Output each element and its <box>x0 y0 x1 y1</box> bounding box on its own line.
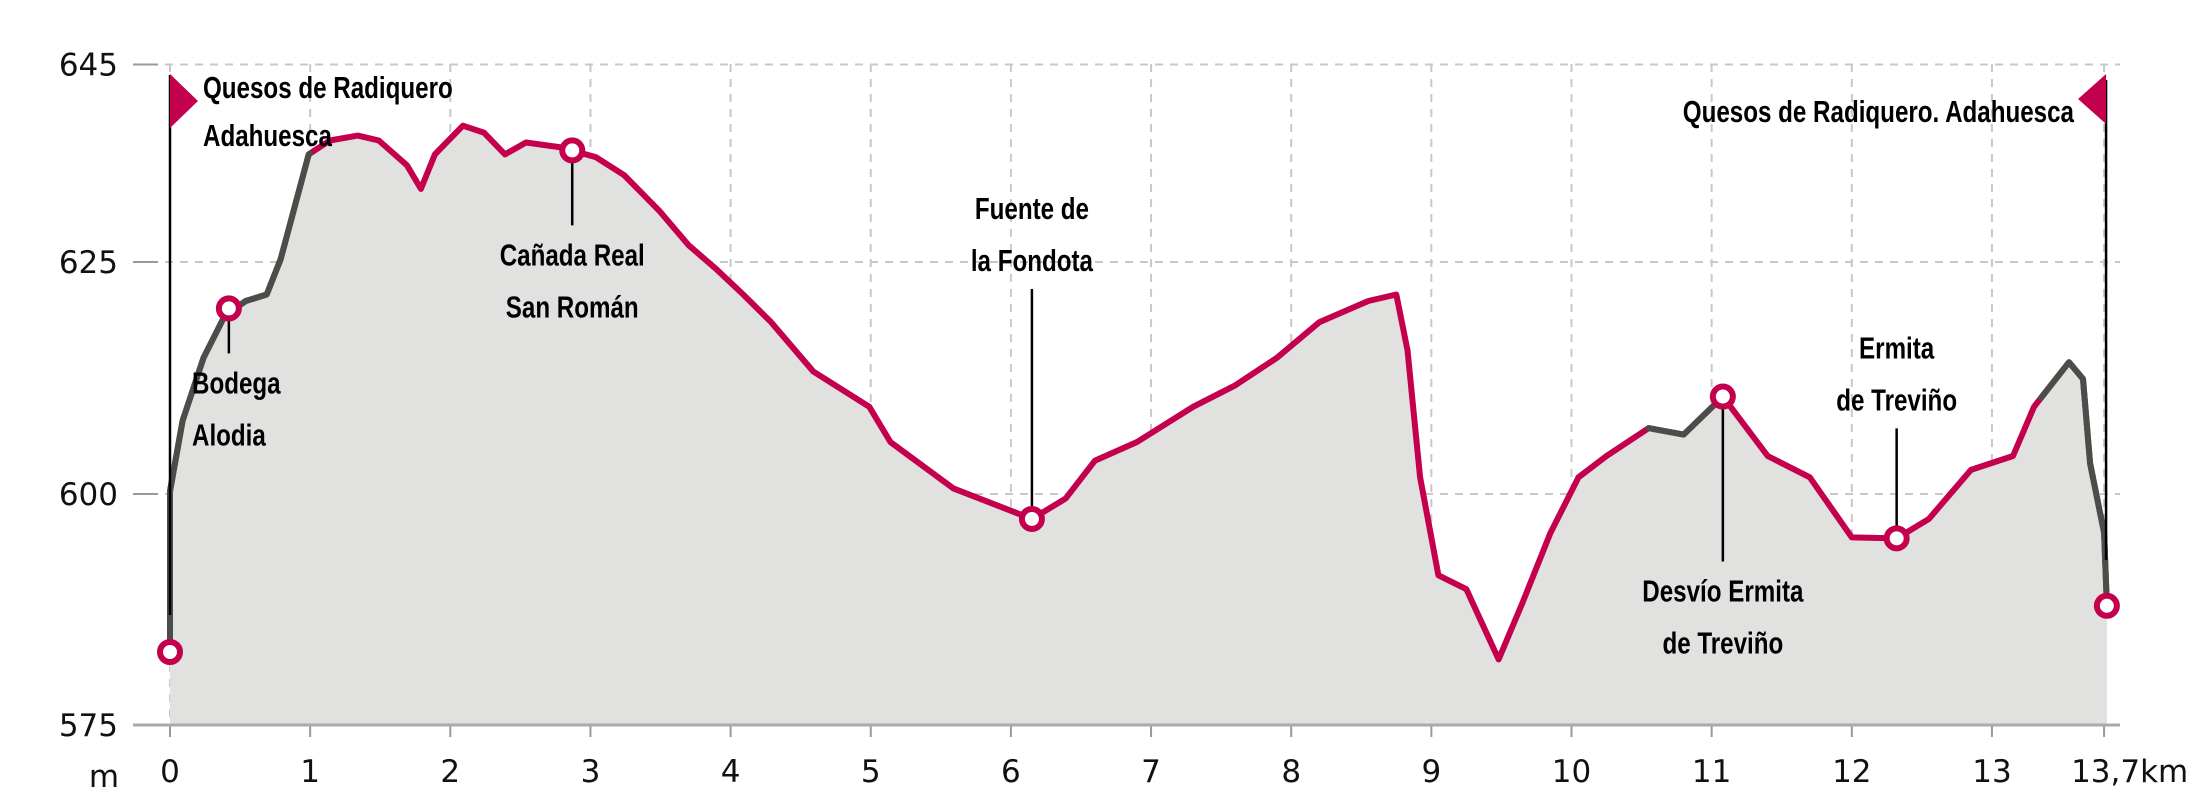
waypoint-label-group: Bodega <box>192 366 281 401</box>
waypoint-label: Ermita <box>1859 330 1935 365</box>
y-tick-label: 645 <box>59 48 118 84</box>
y-tick-label: 625 <box>59 245 118 281</box>
waypoint-marker <box>2093 592 2120 619</box>
waypoint-label: Alodia <box>192 418 266 453</box>
waypoint-label: Fuente de <box>975 191 1089 226</box>
y-tick-label: 600 <box>59 477 118 513</box>
x-tick-label: 3 <box>581 754 601 790</box>
y-tick-label: 575 <box>59 708 118 744</box>
x-tick-label: 11 <box>1692 754 1731 790</box>
profile-area <box>170 125 2107 725</box>
waypoint-label: Quesos de Radiquero. Adahuesca <box>1683 94 2075 129</box>
waypoint-label-group: Ermita <box>1859 330 1935 365</box>
road-segment-line <box>1645 397 1722 438</box>
waypoint-label-group: Quesos de Radiquero. Adahuesca <box>1683 94 2075 129</box>
waypoint-label-group: de Treviño <box>1662 626 1783 661</box>
x-tick-label: 0 <box>160 754 180 790</box>
waypoint-label-group: Desvío Ermita <box>1642 574 1804 609</box>
start-flag-icon <box>170 74 198 128</box>
trail-line <box>167 122 2110 663</box>
waypoint-label-group: Fuente de <box>975 191 1089 226</box>
x-tick-label: 4 <box>721 754 741 790</box>
waypoint-annotations: Quesos de Radiquero Adahuesca Bodega Alodia… <box>157 70 2120 666</box>
waypoint-label: Cañada Real <box>500 238 645 273</box>
waypoint-label: Desvío Ermita <box>1642 574 1804 609</box>
y-axis-unit: m <box>89 759 119 795</box>
end-flag-icon <box>2078 74 2107 124</box>
waypoint-marker <box>1883 525 1910 552</box>
waypoint-label: San Román <box>506 290 639 325</box>
waypoint-marker <box>1709 383 1736 410</box>
x-tick-label: 12 <box>1832 754 1871 790</box>
x-tick-label: 2 <box>440 754 460 790</box>
waypoint-marker <box>215 295 242 322</box>
waypoint-marker <box>559 137 586 164</box>
x-tick-label: 8 <box>1281 754 1301 790</box>
waypoint-label: Bodega <box>192 366 281 401</box>
waypoint-label-group: Adahuesca <box>203 118 332 153</box>
waypoint-label-group: Cañada Real <box>500 238 645 273</box>
waypoint-label-group: Alodia <box>192 418 266 453</box>
x-tick-label: 13 <box>1972 754 2011 790</box>
waypoint-label: Adahuesca <box>203 118 332 153</box>
waypoint-marker <box>1018 505 1045 532</box>
waypoint-label: la Fondota <box>971 243 1094 278</box>
waypoint-label: Quesos de Radiquero <box>203 70 453 105</box>
waypoint-label-group: de Treviño <box>1836 382 1957 417</box>
waypoint-label-group: Quesos de Radiquero <box>203 70 453 105</box>
x-tick-label: 9 <box>1421 754 1441 790</box>
x-tick-label: 1 <box>300 754 320 790</box>
waypoint-label: de Treviño <box>1662 626 1783 661</box>
x-tick-label: 6 <box>1001 754 1021 790</box>
road-segment-line <box>2038 359 2110 609</box>
waypoint-label-group: la Fondota <box>971 243 1094 278</box>
x-tick-label: 10 <box>1552 754 1591 790</box>
waypoint-label: de Treviño <box>1836 382 1957 417</box>
waypoint-label-group: San Román <box>506 290 639 325</box>
x-tick-label: 7 <box>1141 754 1161 790</box>
x-tick-label: 5 <box>861 754 881 790</box>
waypoint-marker <box>157 639 183 666</box>
x-tick-label: 13,7km <box>2071 754 2188 790</box>
